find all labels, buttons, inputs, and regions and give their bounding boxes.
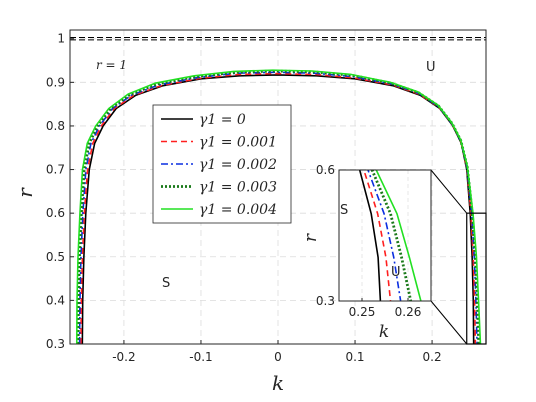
series-line-1 [80,72,477,344]
main-ticks: -0.2 -0.1 0 0.1 0.2 0.3 0.4 0.5 0.6 0.7 0.8 0.9 1 [46,32,442,364]
legend-label-3: γ1 = 0.003 [199,180,277,196]
legend-label-0: γ1 = 0 [199,112,246,128]
x-tick-label: -0.2 [112,350,135,364]
series-line-4 [75,69,482,344]
y-tick-label: 0.6 [46,206,65,220]
x-tick-label: 0.1 [345,350,364,364]
x-tick-label: 0.2 [423,350,442,364]
inset-x-tick-label: 0.26 [395,305,422,319]
inset-frame [338,169,432,302]
reference-line-label: r = 1 [96,58,127,72]
inset-y-tick-label: 0.3 [316,294,335,308]
main-series [75,69,482,344]
zoom-marker [430,169,487,345]
inset-region-label-unstable: U [391,265,401,280]
inset-ticks: 0.25 0.26 0.3 0.6 [316,163,421,319]
inset-region-label-stable: S [340,203,348,218]
series-line-0 [81,74,475,344]
inset-x-axis-label: k [379,322,389,342]
y-tick-label: 0.4 [46,293,65,307]
legend-label-1: γ1 = 0.001 [199,135,277,151]
y-tick-label: 0.9 [46,75,65,89]
x-axis-label: k [272,371,284,395]
inset-x-tick-label: 0.25 [349,305,376,319]
region-label-unstable: U [426,60,436,75]
y-tick-label: 0.3 [46,337,65,351]
reference-line [70,37,486,41]
inset-y-axis-label: r [301,233,321,242]
inset-grid [361,170,409,301]
y-axis-label: r [13,187,37,198]
legend: γ1 = 0 γ1 = 0.001 γ1 = 0.002 γ1 = 0.003 γ1 =… [152,104,292,224]
y-tick-label: 0.7 [46,163,65,177]
inset-y-tick-label: 0.6 [316,163,335,177]
x-tick-label: -0.1 [189,350,212,364]
zoom-connector [430,300,468,345]
zoom-region-box [466,212,487,345]
y-tick-label: 0.5 [46,250,65,264]
region-label-stable: S [162,276,170,291]
y-tick-label: 0.8 [46,119,65,133]
legend-label-4: γ1 = 0.004 [199,202,277,218]
zoom-connector [430,169,468,214]
x-tick-label: 0 [274,350,282,364]
legend-label-2: γ1 = 0.002 [199,157,277,173]
y-tick-label: 1 [57,32,65,46]
